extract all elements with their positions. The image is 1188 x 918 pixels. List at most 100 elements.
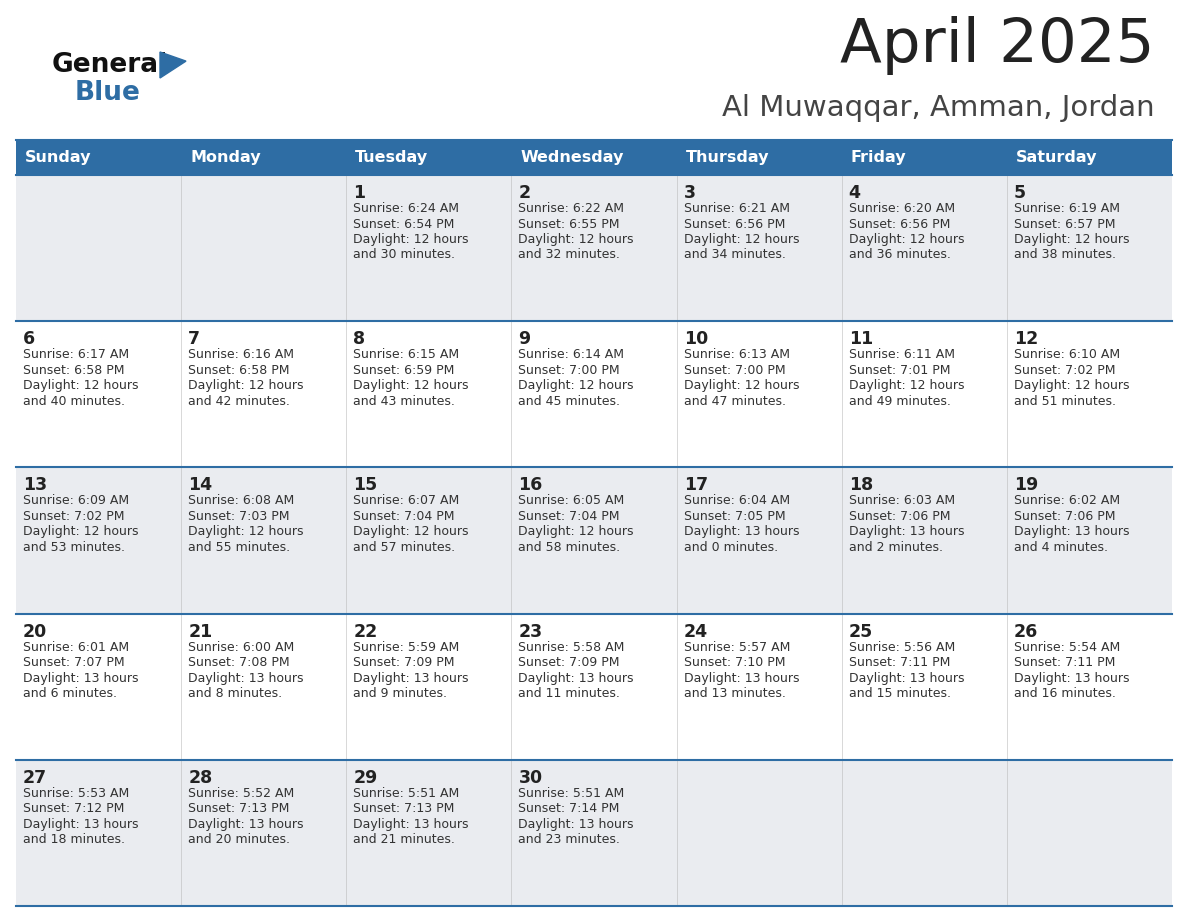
Text: 19: 19 xyxy=(1013,476,1038,495)
Text: 29: 29 xyxy=(353,768,378,787)
Text: Daylight: 12 hours: Daylight: 12 hours xyxy=(23,525,139,538)
Text: Daylight: 13 hours: Daylight: 13 hours xyxy=(518,818,634,831)
Bar xyxy=(15,140,181,175)
Text: Sunrise: 5:57 AM: Sunrise: 5:57 AM xyxy=(683,641,790,654)
Text: and 40 minutes.: and 40 minutes. xyxy=(23,395,125,408)
Text: 13: 13 xyxy=(23,476,48,495)
Text: and 20 minutes.: and 20 minutes. xyxy=(188,834,290,846)
Text: 26: 26 xyxy=(1013,622,1038,641)
Text: and 43 minutes.: and 43 minutes. xyxy=(353,395,455,408)
Bar xyxy=(677,140,842,175)
Text: and 21 minutes.: and 21 minutes. xyxy=(353,834,455,846)
Text: Sunrise: 6:14 AM: Sunrise: 6:14 AM xyxy=(518,348,625,361)
Text: Daylight: 12 hours: Daylight: 12 hours xyxy=(1013,233,1130,246)
Text: 1: 1 xyxy=(353,184,366,202)
Text: Sunset: 7:06 PM: Sunset: 7:06 PM xyxy=(1013,509,1116,523)
Text: Sunrise: 5:51 AM: Sunrise: 5:51 AM xyxy=(353,787,460,800)
Text: Tuesday: Tuesday xyxy=(355,150,429,165)
Text: Daylight: 12 hours: Daylight: 12 hours xyxy=(23,379,139,392)
Text: and 34 minutes.: and 34 minutes. xyxy=(683,249,785,262)
Text: Sunrise: 6:03 AM: Sunrise: 6:03 AM xyxy=(848,495,955,508)
Text: 22: 22 xyxy=(353,622,378,641)
Bar xyxy=(15,321,1173,467)
Text: and 47 minutes.: and 47 minutes. xyxy=(683,395,785,408)
Text: Sunset: 7:11 PM: Sunset: 7:11 PM xyxy=(1013,656,1116,669)
Text: 15: 15 xyxy=(353,476,378,495)
Text: and 15 minutes.: and 15 minutes. xyxy=(848,687,950,700)
Text: April 2025: April 2025 xyxy=(840,16,1155,75)
Text: Sunrise: 6:00 AM: Sunrise: 6:00 AM xyxy=(188,641,295,654)
Text: Sunset: 7:01 PM: Sunset: 7:01 PM xyxy=(848,364,950,376)
Text: 10: 10 xyxy=(683,330,708,348)
Text: Sunset: 7:11 PM: Sunset: 7:11 PM xyxy=(848,656,950,669)
Text: Sunrise: 5:56 AM: Sunrise: 5:56 AM xyxy=(848,641,955,654)
Text: Daylight: 13 hours: Daylight: 13 hours xyxy=(1013,672,1130,685)
Text: Sunrise: 6:05 AM: Sunrise: 6:05 AM xyxy=(518,495,625,508)
Text: Daylight: 13 hours: Daylight: 13 hours xyxy=(188,818,304,831)
Text: 16: 16 xyxy=(518,476,543,495)
Text: 8: 8 xyxy=(353,330,366,348)
Text: 21: 21 xyxy=(188,622,213,641)
Text: and 8 minutes.: and 8 minutes. xyxy=(188,687,283,700)
Text: Sunrise: 6:08 AM: Sunrise: 6:08 AM xyxy=(188,495,295,508)
Bar xyxy=(15,467,1173,613)
Text: and 2 minutes.: and 2 minutes. xyxy=(848,541,943,554)
Text: Daylight: 13 hours: Daylight: 13 hours xyxy=(23,818,139,831)
Text: Daylight: 13 hours: Daylight: 13 hours xyxy=(848,672,965,685)
Text: Daylight: 12 hours: Daylight: 12 hours xyxy=(353,525,469,538)
Text: Sunrise: 6:02 AM: Sunrise: 6:02 AM xyxy=(1013,495,1120,508)
Text: Sunrise: 6:16 AM: Sunrise: 6:16 AM xyxy=(188,348,295,361)
Text: Sunset: 7:00 PM: Sunset: 7:00 PM xyxy=(518,364,620,376)
Text: Sunrise: 6:11 AM: Sunrise: 6:11 AM xyxy=(848,348,955,361)
Text: Sunrise: 6:21 AM: Sunrise: 6:21 AM xyxy=(683,202,790,215)
Text: Sunrise: 6:13 AM: Sunrise: 6:13 AM xyxy=(683,348,790,361)
Text: Saturday: Saturday xyxy=(1016,150,1098,165)
Text: and 6 minutes.: and 6 minutes. xyxy=(23,687,116,700)
Text: Sunset: 7:05 PM: Sunset: 7:05 PM xyxy=(683,509,785,523)
Text: Daylight: 13 hours: Daylight: 13 hours xyxy=(353,672,469,685)
Text: Blue: Blue xyxy=(75,80,141,106)
Text: Sunset: 6:56 PM: Sunset: 6:56 PM xyxy=(683,218,785,230)
Text: Daylight: 13 hours: Daylight: 13 hours xyxy=(518,672,634,685)
Text: Sunset: 7:03 PM: Sunset: 7:03 PM xyxy=(188,509,290,523)
Text: 17: 17 xyxy=(683,476,708,495)
Text: Sunset: 7:04 PM: Sunset: 7:04 PM xyxy=(518,509,620,523)
Text: 18: 18 xyxy=(848,476,873,495)
Text: Daylight: 12 hours: Daylight: 12 hours xyxy=(188,379,304,392)
Text: Sunset: 7:08 PM: Sunset: 7:08 PM xyxy=(188,656,290,669)
Text: and 42 minutes.: and 42 minutes. xyxy=(188,395,290,408)
Text: Sunset: 7:02 PM: Sunset: 7:02 PM xyxy=(1013,364,1116,376)
Text: Daylight: 12 hours: Daylight: 12 hours xyxy=(353,379,469,392)
Bar xyxy=(842,140,1007,175)
Bar xyxy=(511,140,677,175)
Text: 2: 2 xyxy=(518,184,531,202)
Text: Daylight: 13 hours: Daylight: 13 hours xyxy=(848,525,965,538)
Text: Sunset: 6:58 PM: Sunset: 6:58 PM xyxy=(23,364,125,376)
Text: Daylight: 12 hours: Daylight: 12 hours xyxy=(683,233,800,246)
Text: Daylight: 13 hours: Daylight: 13 hours xyxy=(23,672,139,685)
Text: Sunset: 7:04 PM: Sunset: 7:04 PM xyxy=(353,509,455,523)
Text: and 38 minutes.: and 38 minutes. xyxy=(1013,249,1116,262)
Text: Sunset: 7:13 PM: Sunset: 7:13 PM xyxy=(353,802,455,815)
Text: Daylight: 12 hours: Daylight: 12 hours xyxy=(353,233,469,246)
Text: Daylight: 12 hours: Daylight: 12 hours xyxy=(518,379,634,392)
Text: Monday: Monday xyxy=(190,150,261,165)
Text: 6: 6 xyxy=(23,330,36,348)
Text: Sunset: 6:56 PM: Sunset: 6:56 PM xyxy=(848,218,950,230)
Text: Sunrise: 6:09 AM: Sunrise: 6:09 AM xyxy=(23,495,129,508)
Text: Daylight: 13 hours: Daylight: 13 hours xyxy=(683,672,800,685)
Text: Sunday: Sunday xyxy=(25,150,91,165)
Text: and 0 minutes.: and 0 minutes. xyxy=(683,541,778,554)
Text: Sunset: 6:57 PM: Sunset: 6:57 PM xyxy=(1013,218,1116,230)
Text: Sunrise: 5:51 AM: Sunrise: 5:51 AM xyxy=(518,787,625,800)
Text: 12: 12 xyxy=(1013,330,1038,348)
Text: Sunrise: 6:19 AM: Sunrise: 6:19 AM xyxy=(1013,202,1120,215)
Text: and 9 minutes.: and 9 minutes. xyxy=(353,687,448,700)
Text: 3: 3 xyxy=(683,184,695,202)
Text: Al Muwaqqar, Amman, Jordan: Al Muwaqqar, Amman, Jordan xyxy=(722,94,1155,122)
Text: Daylight: 12 hours: Daylight: 12 hours xyxy=(1013,379,1130,392)
Text: 27: 27 xyxy=(23,768,48,787)
Text: Sunrise: 6:22 AM: Sunrise: 6:22 AM xyxy=(518,202,625,215)
Text: 23: 23 xyxy=(518,622,543,641)
Text: Sunrise: 6:10 AM: Sunrise: 6:10 AM xyxy=(1013,348,1120,361)
